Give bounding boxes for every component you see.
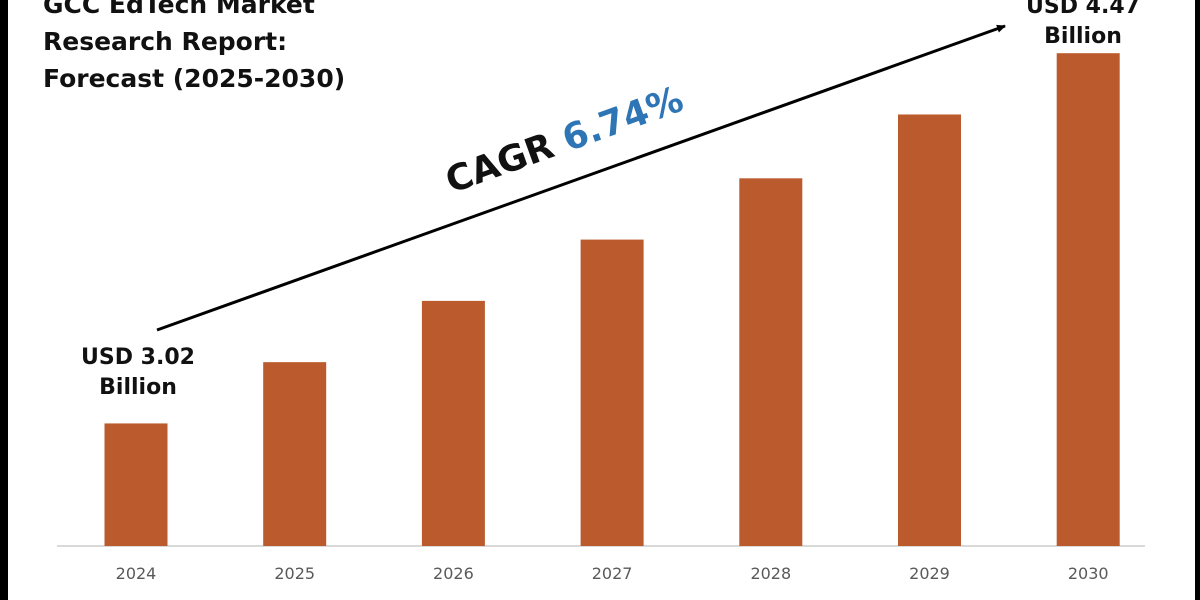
- right-border: [1195, 0, 1200, 600]
- chart-title: GCC EdTech Market Research Report: Forec…: [43, 0, 345, 97]
- x-tick-label-2028: 2028: [750, 564, 791, 583]
- bar-2027: [580, 239, 644, 547]
- x-tick-label-2026: 2026: [433, 564, 474, 583]
- bar-2024: [104, 423, 168, 546]
- x-tick-label-2029: 2029: [909, 564, 950, 583]
- left-border: [0, 0, 8, 600]
- start-unit: Billion: [99, 375, 177, 400]
- growth-arrow: [156, 24, 1006, 332]
- x-tick-label-2027: 2027: [592, 564, 633, 583]
- start-value-label: USD 3.02 Billion: [58, 343, 218, 403]
- bar-2025: [263, 362, 327, 546]
- x-tick-label-2024: 2024: [116, 564, 157, 583]
- x-tick-label-2025: 2025: [274, 564, 315, 583]
- end-value: USD 4.47: [1026, 0, 1140, 19]
- bar-2026: [421, 300, 485, 546]
- title-line-3: Forecast (2025-2030): [43, 64, 346, 93]
- end-value-label: USD 4.47 Billion: [1003, 0, 1163, 52]
- title-line-1: GCC EdTech Market: [43, 0, 315, 19]
- x-tick-label-2030: 2030: [1068, 564, 1109, 583]
- bar-2028: [739, 178, 803, 547]
- end-unit: Billion: [1044, 24, 1122, 49]
- bar-2030: [1056, 53, 1120, 546]
- start-value: USD 3.02: [81, 345, 195, 370]
- title-line-2: Research Report:: [43, 27, 288, 56]
- bar-2029: [898, 114, 961, 546]
